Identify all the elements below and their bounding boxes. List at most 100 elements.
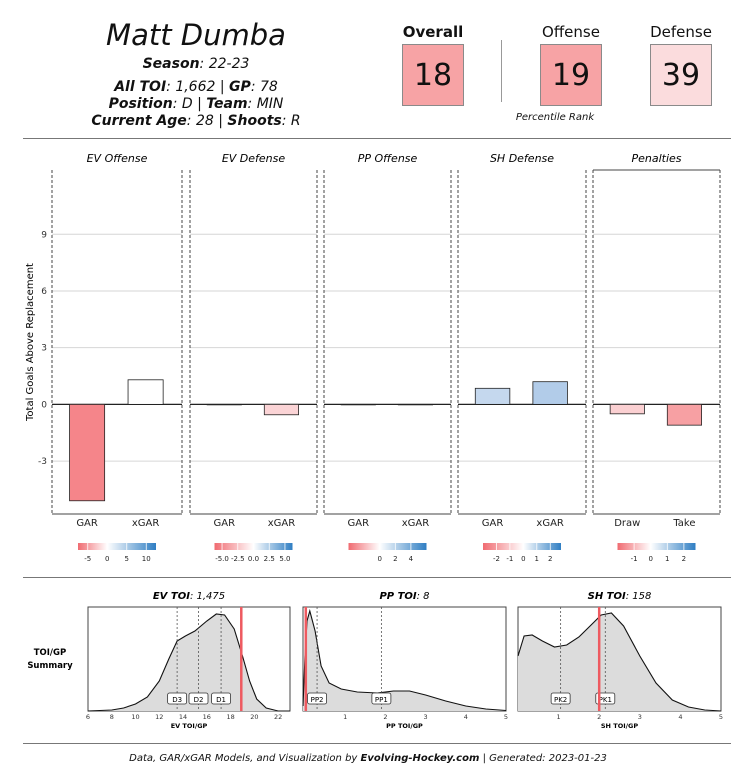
marker-badge-d3 (167, 692, 188, 705)
offense-label: Offense (542, 23, 600, 41)
density-title-bold: EV TOI (153, 591, 190, 602)
position-value: D (181, 96, 193, 112)
footer-credit: Data, GAR/xGAR Models, and Visualization… (0, 753, 736, 764)
x-tick-label: 1 (557, 713, 561, 721)
x-tick-label: 2 (597, 713, 601, 721)
footer-prefix: Data, GAR/xGAR Models, and Visualization… (129, 753, 361, 764)
y-tick-label: 0 (41, 400, 47, 410)
player-name: Matt Dumba (106, 18, 286, 52)
color-scale-bar (348, 543, 427, 550)
legend-tick-label: -1 (631, 555, 638, 563)
density-panel-pp-toi: PP TOI: 8 PP2 PP1 1 2 3 4 5 PP TOI/GP (302, 591, 508, 730)
color-scale-bar (617, 543, 696, 550)
toi-summary-label-line1: TOI/GP (34, 648, 67, 658)
overall-label: Overall (402, 23, 464, 41)
x-tick-label: 5 (504, 713, 508, 721)
x-tick-label: 6 (86, 713, 90, 721)
bar-penalties-take (666, 403, 702, 426)
x-tick-label: xGAR (402, 518, 430, 529)
offense-percentile-box: 19 (540, 44, 602, 106)
legend-tick-label: -5.0 (215, 555, 229, 563)
defense-percentile-box: 39 (650, 44, 712, 106)
density-title-bold: PP TOI (379, 591, 416, 602)
panel-title-sh-defense: SH Defense (490, 152, 554, 165)
bar-pp-offense-gar (340, 403, 376, 406)
shoots-value: R (290, 113, 301, 129)
x-tick-label: 2 (383, 713, 387, 721)
position-label: Position (108, 96, 173, 112)
legend-tick-label: 1 (665, 555, 669, 563)
x-tick-label: GAR (214, 518, 236, 529)
marker-label-pp2: PP2 (311, 696, 324, 704)
toi-gp-line: All TOI: 1,662 | GP: 78 (114, 79, 278, 95)
legend-tick-label: 0 (105, 555, 109, 563)
legend-tick-label: 0 (377, 555, 381, 563)
age-shoots-line: Current Age: 28 | Shoots: R (91, 113, 301, 129)
legend-tick-label: 2 (393, 555, 397, 563)
marker-label-d2: D2 (194, 696, 204, 704)
density-title-value: : 1,475 (190, 591, 225, 602)
age-value: 28 (195, 113, 214, 129)
x-tick-label: 18 (226, 713, 234, 721)
footer-divider (23, 743, 731, 744)
density-title-value: : 8 (417, 591, 430, 602)
position-team-line: Position: D | Team: MIN (108, 96, 284, 112)
season-line: Season: 22-23 (142, 56, 250, 72)
x-tick-label: 3 (424, 713, 428, 721)
marker-badge-d2 (188, 692, 209, 705)
panel-title-penalties: Penalties (631, 152, 681, 165)
density-panel-ev-toi: EV TOI: 1,475 D3 D2 D1 6 8 10 12 14 16 18 20 22 EV TO… (86, 591, 291, 730)
gp-label: GP (229, 79, 251, 95)
legend-tick-label: 1 (535, 555, 539, 563)
y-tick-label: 6 (41, 287, 47, 297)
marker-label-d3: D3 (172, 696, 182, 704)
density-title-value: : 158 (626, 591, 652, 602)
y-tick-label: 9 (41, 230, 47, 240)
panel-pp-offense: PP Offense GAR xGAR 0 2 4 (323, 152, 452, 563)
x-tick-label: 4 (678, 713, 682, 721)
panel-title-ev-defense: EV Defense (222, 152, 286, 165)
x-axis-title-ev-toi: EV TOI/GP (171, 722, 208, 730)
density-line (302, 608, 507, 712)
x-tick-label: Take (672, 518, 695, 529)
legend-tick-label: 0 (521, 555, 525, 563)
density-title-bold: SH TOI (588, 591, 626, 602)
panel-title-ev-offense: EV Offense (87, 152, 148, 165)
bar-penalties-draw (609, 403, 645, 415)
x-tick-label: GAR (76, 518, 98, 529)
bar-sh-defense-gar (474, 387, 511, 405)
x-tick-label: xGAR (268, 518, 296, 529)
density-title-ev-toi: EV TOI: 1,475 (153, 591, 225, 602)
legend-tick-label: 4 (409, 555, 414, 563)
age-label: Current Age (91, 113, 187, 129)
percentile-rank-caption: Percentile Rank (515, 112, 595, 123)
y-tick-label: 3 (41, 344, 47, 354)
marker-badge-pp1 (371, 692, 392, 705)
x-tick-label: 16 (203, 713, 211, 721)
bar-ev-defense-gar (206, 403, 242, 406)
panel-ev-defense: EV Defense GAR xGAR -5.0 -2.5 0.0 2.5 5.0 (189, 152, 318, 563)
y-axis-title: Total Goals Above Replacement (25, 263, 36, 422)
density-area (518, 613, 721, 711)
toi-label: All TOI (114, 79, 167, 95)
x-tick-label: 20 (250, 713, 258, 721)
bar-ev-offense-gar (69, 403, 106, 502)
overall-percentile-box: 18 (402, 44, 464, 106)
season-label: Season (142, 56, 200, 72)
density-title-sh-toi: SH TOI: 158 (588, 591, 652, 602)
defense-label: Defense (650, 23, 712, 41)
x-tick-label: 22 (274, 713, 282, 721)
marker-label-pp1: PP1 (375, 696, 388, 704)
legend-tick-label: -2 (493, 555, 500, 563)
legend-tick-label: -2.5 (231, 555, 245, 563)
marker-label-pk1: PK1 (599, 696, 612, 704)
legend-tick-label: 0 (648, 555, 652, 563)
y-tick-label: -3 (38, 457, 47, 467)
legend-tick-label: 0.0 (248, 555, 259, 563)
team-value: MIN (256, 96, 284, 112)
legend-tick-label: 2 (548, 555, 552, 563)
panel-title-pp-offense: PP Offense (358, 152, 418, 165)
bar-pp-offense-xgar (397, 403, 433, 406)
panel-ev-offense: EV Offense GAR xGAR -5 0 5 10 (51, 152, 183, 563)
x-tick-label: GAR (482, 518, 504, 529)
